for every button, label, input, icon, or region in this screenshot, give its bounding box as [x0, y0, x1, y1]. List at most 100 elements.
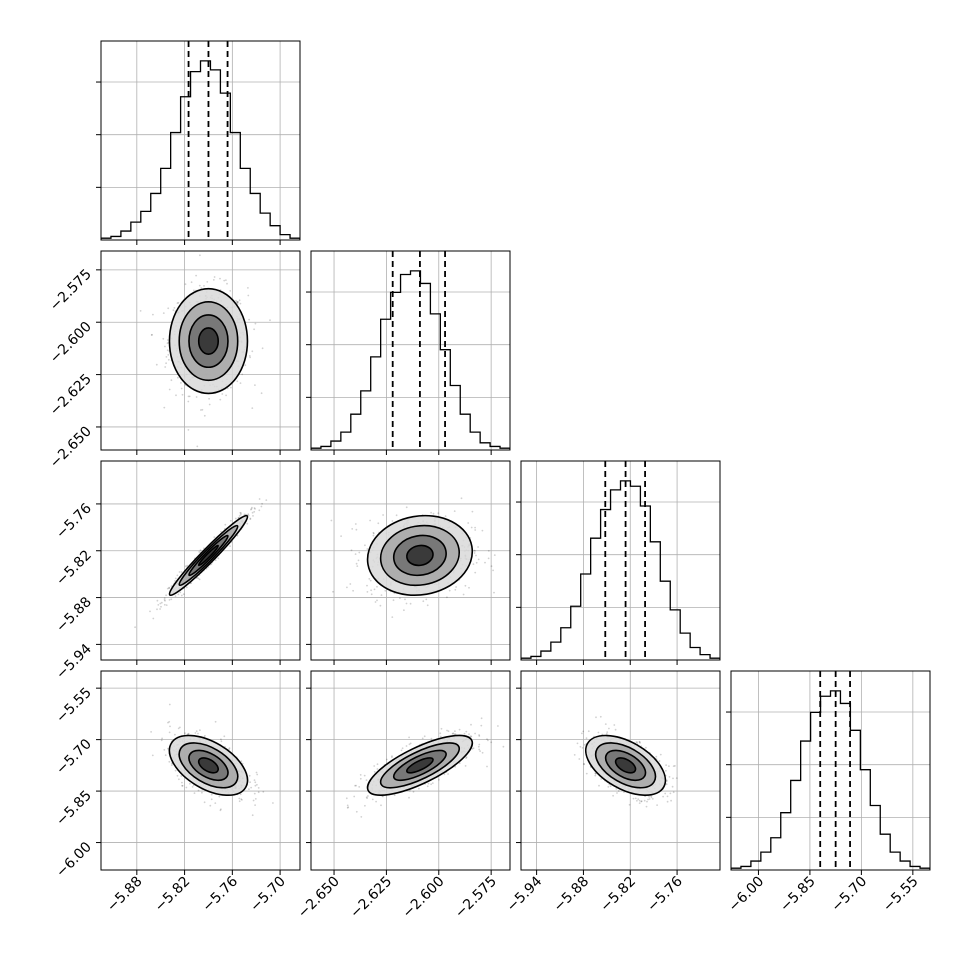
contour-line	[178, 742, 239, 789]
sample-point	[640, 800, 643, 803]
sample-point	[209, 804, 212, 807]
sample-point	[606, 731, 609, 733]
sample-point	[594, 774, 597, 777]
contour-line	[168, 734, 249, 797]
sample-point	[605, 733, 608, 735]
sample-point	[648, 798, 651, 800]
sample-point	[421, 737, 424, 740]
sample-point	[360, 816, 363, 818]
sample-point	[365, 796, 368, 799]
sample-point	[638, 741, 641, 743]
sample-point	[471, 747, 474, 750]
sample-point	[200, 409, 202, 411]
sample-point	[184, 283, 187, 286]
histogram-1	[311, 270, 510, 450]
sample-point	[248, 774, 251, 777]
sample-point	[195, 396, 198, 398]
sample-point	[175, 394, 177, 397]
sample-point	[454, 730, 456, 733]
sample-point	[426, 785, 429, 788]
sample-point	[382, 514, 384, 516]
sample-point	[248, 318, 251, 321]
sample-point	[168, 586, 171, 589]
sample-point	[374, 601, 377, 603]
contour-line	[178, 300, 239, 382]
sample-point	[408, 789, 411, 792]
sample-point	[432, 512, 435, 515]
sample-point	[152, 313, 154, 316]
sample-point	[437, 512, 440, 514]
sample-point	[220, 808, 222, 811]
sample-point	[161, 737, 164, 740]
sample-point	[672, 777, 674, 780]
sample-point	[249, 517, 252, 520]
sample-point	[177, 727, 180, 730]
sample-point	[638, 802, 641, 804]
sample-point	[405, 745, 408, 747]
sample-point	[178, 778, 180, 781]
sample-point	[669, 792, 672, 795]
sample-point	[372, 531, 375, 534]
sample-point	[201, 791, 203, 794]
sample-point	[487, 557, 490, 560]
sample-point	[223, 735, 226, 738]
sample-point	[474, 526, 476, 529]
sample-point	[639, 742, 641, 744]
sample-point	[134, 626, 137, 629]
sample-point	[576, 742, 579, 745]
sample-point	[393, 794, 396, 797]
x-tick-label: −6.00	[726, 874, 768, 916]
sample-point	[252, 799, 255, 802]
sample-point	[345, 797, 348, 800]
sample-point	[373, 588, 376, 591]
sample-point	[492, 569, 494, 572]
sample-point	[180, 382, 182, 384]
panel-1-0: −2.650−2.625−2.600 −2.575	[47, 250, 301, 471]
sample-point	[382, 795, 384, 798]
sample-point	[167, 307, 170, 310]
sample-point	[637, 798, 640, 800]
sample-point	[188, 395, 191, 398]
sample-point	[159, 608, 162, 610]
sample-point	[647, 798, 649, 801]
sample-point	[478, 734, 480, 736]
sample-point	[439, 735, 442, 738]
sample-point	[228, 747, 231, 749]
panel-2-0: −5.94 −5.88 −5.82 −5.76	[53, 460, 301, 683]
sample-point	[174, 577, 177, 580]
sample-point	[594, 772, 597, 775]
sample-point	[664, 792, 667, 795]
sample-point	[163, 598, 166, 601]
sample-point	[668, 776, 671, 778]
sample-point	[409, 602, 412, 605]
y-tick-label: −2.650	[47, 423, 95, 471]
sample-point	[181, 784, 184, 787]
sample-point	[208, 397, 211, 400]
sample-point	[438, 779, 440, 781]
panel-frame	[520, 460, 721, 661]
sample-point	[173, 307, 176, 309]
y-tick-label: −5.82	[53, 547, 95, 589]
sample-point	[217, 557, 220, 560]
sample-point	[256, 773, 259, 776]
sample-point	[355, 810, 358, 813]
sample-point	[165, 604, 168, 606]
sample-point	[167, 747, 169, 750]
sample-point	[162, 337, 165, 340]
sample-point	[180, 571, 183, 573]
contour-line	[188, 534, 229, 577]
sample-point	[265, 499, 268, 501]
sample-point	[659, 753, 662, 756]
sample-point	[583, 743, 586, 746]
sample-point	[168, 587, 171, 590]
sample-point	[251, 511, 254, 514]
sample-point	[478, 735, 481, 737]
sample-point	[486, 765, 488, 768]
x-tick-label: −5.70	[247, 874, 289, 916]
sample-point	[176, 302, 179, 304]
sample-point	[465, 730, 468, 733]
sample-point	[354, 553, 357, 555]
sample-point	[367, 795, 369, 797]
sample-point	[224, 523, 227, 526]
